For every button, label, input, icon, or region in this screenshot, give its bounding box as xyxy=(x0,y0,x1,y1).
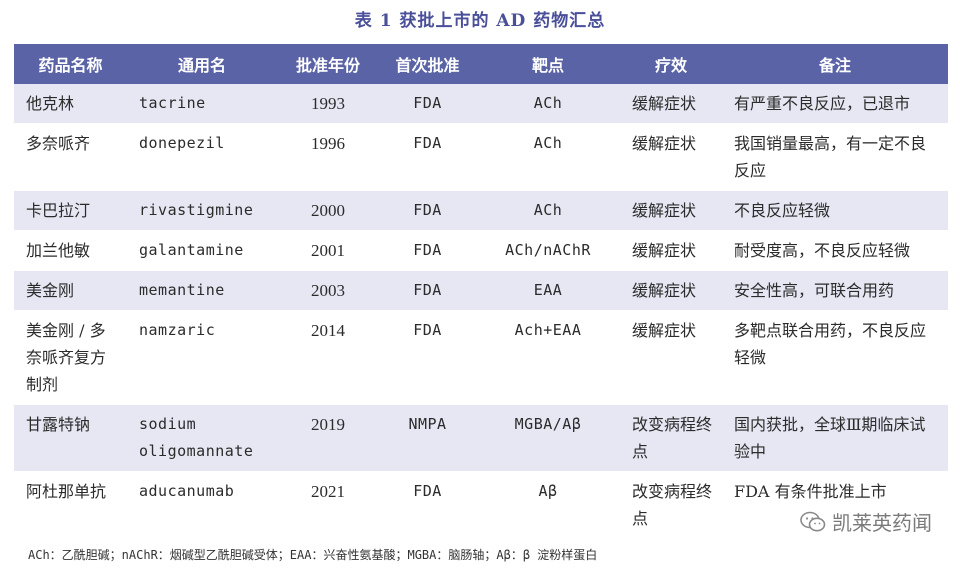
note: 有严重不良反应，已退市 xyxy=(722,84,948,124)
drug-table: 药品名称 通用名 批准年份 首次批准 靶点 疗效 备注 他克林 tacrine … xyxy=(14,44,948,539)
target: ACh xyxy=(476,190,620,231)
approval-year: 2001 xyxy=(277,230,379,271)
generic-name: tacrine xyxy=(127,84,277,124)
drug-name: 甘露特钠 xyxy=(14,404,127,472)
efficacy: 改变病程终点 xyxy=(620,404,722,472)
generic-name: galantamine xyxy=(127,230,277,271)
first-approval: FDA xyxy=(379,310,476,405)
efficacy: 缓解症状 xyxy=(620,310,722,405)
drug-name: 他克林 xyxy=(14,84,127,124)
note: 安全性高，可联合用药 xyxy=(722,270,948,311)
note: 我国销量最高，有一定不良反应 xyxy=(722,123,948,191)
target: ACh/nAChR xyxy=(476,230,620,271)
table-row: 加兰他敏 galantamine 2001 FDA ACh/nAChR 缓解症状… xyxy=(14,230,948,271)
table-row: 美金刚 memantine 2003 FDA EAA 缓解症状 安全性高，可联合… xyxy=(14,270,948,311)
generic-name: rivastigmine xyxy=(127,190,277,231)
efficacy: 缓解症状 xyxy=(620,123,722,191)
efficacy: 缓解症状 xyxy=(620,230,722,271)
first-approval: FDA xyxy=(379,190,476,231)
note: 国内获批，全球Ⅲ期临床试验中 xyxy=(722,404,948,472)
efficacy: 缓解症状 xyxy=(620,190,722,231)
column-header: 药品名称 xyxy=(14,44,127,84)
table-row: 多奈哌齐 donepezil 1996 FDA ACh 缓解症状 我国销量最高，… xyxy=(14,123,948,191)
watermark: 凯莱英药闻 xyxy=(794,505,938,538)
target: Aβ xyxy=(476,471,620,539)
approval-year: 2019 xyxy=(277,404,379,472)
column-header: 疗效 xyxy=(620,44,722,84)
approval-year: 1993 xyxy=(277,84,379,124)
table-row: 卡巴拉汀 rivastigmine 2000 FDA ACh 缓解症状 不良反应… xyxy=(14,190,948,231)
generic-name: memantine xyxy=(127,270,277,311)
generic-name: donepezil xyxy=(127,123,277,191)
first-approval: FDA xyxy=(379,230,476,271)
column-header: 批准年份 xyxy=(277,44,379,84)
first-approval: FDA xyxy=(379,123,476,191)
drug-name: 美金刚 / 多奈哌齐复方制剂 xyxy=(14,310,127,405)
target: MGBA/Aβ xyxy=(476,404,620,472)
table-row: 美金刚 / 多奈哌齐复方制剂 namzaric 2014 FDA Ach+EAA… xyxy=(14,310,948,405)
drug-name: 阿杜那单抗 xyxy=(14,471,127,539)
approval-year: 2021 xyxy=(277,471,379,539)
efficacy: 缓解症状 xyxy=(620,84,722,124)
footnote: ACh：乙酰胆碱；nAChR：烟碱型乙酰胆碱受体；EAA：兴奋性氨基酸；MGBA… xyxy=(28,548,598,562)
generic-name: aducanumab xyxy=(127,471,277,539)
drug-name: 美金刚 xyxy=(14,270,127,311)
target: ACh xyxy=(476,84,620,124)
wechat-icon xyxy=(800,511,826,531)
table-row: 他克林 tacrine 1993 FDA ACh 缓解症状 有严重不良反应，已退… xyxy=(14,84,948,124)
drug-name: 多奈哌齐 xyxy=(14,123,127,191)
efficacy: 缓解症状 xyxy=(620,270,722,311)
first-approval: FDA xyxy=(379,84,476,124)
first-approval: NMPA xyxy=(379,404,476,472)
table-row: 甘露特钠 sodium oligomannate 2019 NMPA MGBA/… xyxy=(14,404,948,472)
target: ACh xyxy=(476,123,620,191)
column-header: 靶点 xyxy=(476,44,620,84)
approval-year: 2000 xyxy=(277,190,379,231)
approval-year: 2014 xyxy=(277,310,379,405)
column-header: 通用名 xyxy=(127,44,277,84)
approval-year: 2003 xyxy=(277,270,379,311)
note: 耐受度高，不良反应轻微 xyxy=(722,230,948,271)
note: 多靶点联合用药，不良反应轻微 xyxy=(722,310,948,405)
header-row: 药品名称 通用名 批准年份 首次批准 靶点 疗效 备注 xyxy=(14,44,948,84)
drug-name: 加兰他敏 xyxy=(14,230,127,271)
target: Ach+EAA xyxy=(476,310,620,405)
column-header: 备注 xyxy=(722,44,948,84)
watermark-text: 凯莱英药闻 xyxy=(832,511,932,535)
first-approval: FDA xyxy=(379,270,476,311)
first-approval: FDA xyxy=(379,471,476,539)
target: EAA xyxy=(476,270,620,311)
column-header: 首次批准 xyxy=(379,44,476,84)
table-title: 表 1 获批上市的 AD 药物汇总 xyxy=(354,11,606,31)
efficacy: 改变病程终点 xyxy=(620,471,722,539)
generic-name: namzaric xyxy=(127,310,277,405)
note: 不良反应轻微 xyxy=(722,190,948,231)
approval-year: 1996 xyxy=(277,123,379,191)
drug-name: 卡巴拉汀 xyxy=(14,190,127,231)
generic-name: sodium oligomannate xyxy=(127,404,277,472)
